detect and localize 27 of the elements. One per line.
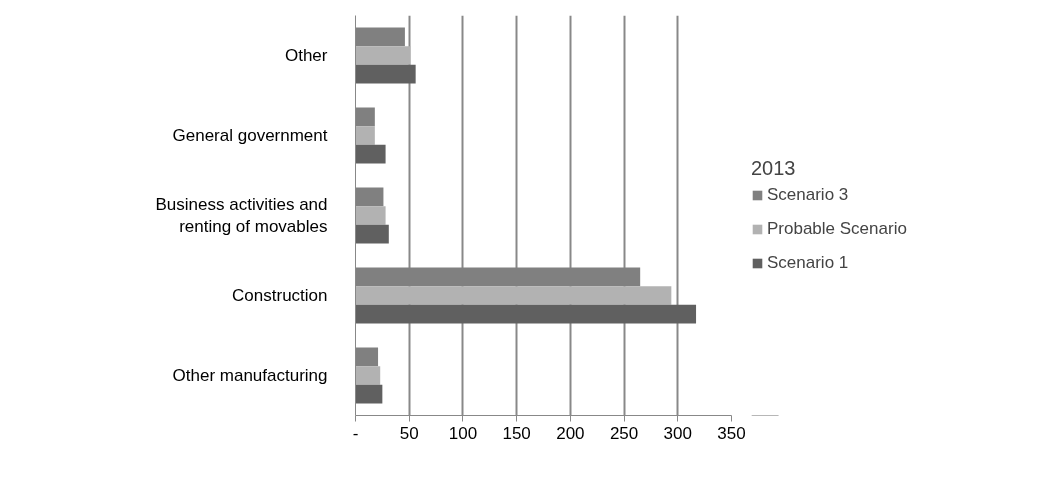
- y-tick-label: Other manufacturing: [172, 366, 328, 385]
- legend-title: 2013: [751, 157, 797, 180]
- x-tick-label: 250: [609, 423, 639, 443]
- legend-label: Scenario 1: [767, 253, 849, 273]
- y-tick-label: Business activities and renting of movables: [155, 194, 328, 237]
- legend-label: Scenario 3: [767, 185, 849, 205]
- x-tick-label: -: [352, 423, 359, 443]
- bar: [355, 366, 381, 385]
- y-tick-label: Construction: [232, 286, 328, 305]
- x-tick-label: 100: [448, 423, 478, 443]
- bar: [355, 64, 416, 84]
- bar: [355, 304, 697, 324]
- bar: [355, 286, 672, 305]
- y-tick-label: Other: [284, 46, 328, 65]
- bar: [355, 206, 386, 225]
- x-tick-label: 200: [556, 423, 585, 443]
- bar: [355, 144, 386, 164]
- x-tick-label: 300: [663, 423, 692, 443]
- bar: [355, 126, 375, 145]
- x-tick-label: 350: [717, 423, 746, 443]
- bar: [355, 384, 383, 404]
- x-tick-label: 150: [502, 423, 531, 443]
- x-tick-label: 50: [399, 423, 419, 443]
- bar: [355, 224, 389, 244]
- y-tick-label: General government: [172, 126, 328, 145]
- bar: [355, 46, 411, 65]
- legend-label: Probable Scenario: [767, 219, 907, 239]
